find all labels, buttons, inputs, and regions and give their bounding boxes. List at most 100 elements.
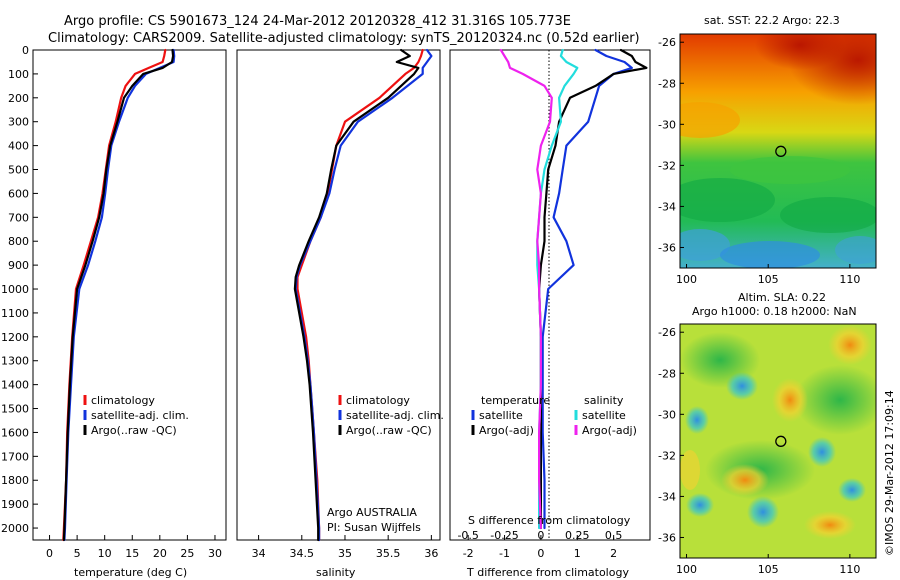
x-tick-label: 1 [574, 547, 581, 560]
x-tick-label: 5 [74, 547, 81, 560]
difference-axes-box [449, 49, 651, 541]
sla-map-image [680, 324, 876, 558]
legend-label: climatology [346, 394, 410, 407]
header-line-2: Climatology: CARS2009. Satellite-adjuste… [48, 31, 640, 46]
depth-tick-label: 2000 [1, 522, 29, 535]
top-x-tick-label: 0.5 [605, 529, 623, 542]
sst-map-image [680, 34, 876, 268]
depth-tick-label: 800 [8, 235, 29, 248]
series-line-argo-adj- [537, 48, 648, 530]
depth-tick-label: 200 [8, 92, 29, 105]
map-y-tick-label: -26 [658, 36, 676, 49]
depth-tick-label: 1200 [1, 331, 29, 344]
top-x-tick-label: 0 [537, 529, 544, 542]
sst-map-axes: 100 105 110 -26 -28 -30 -32 -34 -36 [658, 36, 860, 286]
legend-label: satellite-adj. clim. [346, 409, 444, 422]
salinity-xlabel: salinity [316, 566, 356, 579]
map-y-tick-label: -36 [658, 241, 676, 254]
temperature-xlabel: temperature (deg C) [74, 566, 187, 579]
top-x-tick-label: 0.25 [565, 529, 590, 542]
sla-argo-location-marker [775, 435, 787, 447]
map-y-tick-label: -36 [658, 531, 676, 544]
depth-tick-label: 1400 [1, 379, 29, 392]
depth-tick-label: 900 [8, 259, 29, 272]
sla-map-panel: Altim. SLA: 0.22 Argo h1000: 0.18 h2000:… [658, 291, 877, 576]
x-tick-label: 15 [125, 547, 139, 560]
map-y-tick-label: -32 [658, 449, 676, 462]
x-tick-label: 34 [252, 547, 266, 560]
depth-tick-label: 700 [8, 211, 29, 224]
map-y-tick-label: -26 [658, 326, 676, 339]
depth-tick-label: 0 [22, 44, 29, 57]
legend-label: Argo(..raw -QC) [91, 424, 177, 437]
sst-map-title: sat. SST: 22.2 Argo: 22.3 [704, 14, 840, 27]
series-line-satellite [541, 48, 633, 530]
x-tick-label: 20 [153, 547, 167, 560]
temperature-curves [62, 48, 176, 542]
map-x-tick-label: 110 [839, 273, 860, 286]
x-tick-label: 35.5 [376, 547, 401, 560]
top-x-tick-label: -0.25 [490, 529, 518, 542]
temperature-legend: climatology satellite-adj. clim. Argo(..ra… [83, 394, 189, 437]
salinity-legend: climatology satellite-adj. clim. Argo(..ra… [338, 394, 444, 437]
legend-group-title: temperature [481, 394, 550, 407]
depth-tick-label: 400 [8, 140, 29, 153]
temperature-axes-box [32, 49, 227, 541]
depth-tick-label: 1800 [1, 474, 29, 487]
legend-label: satellite [582, 409, 626, 422]
sst-map-frame [679, 33, 877, 269]
legend-label: Argo(-adj) [582, 424, 637, 437]
depth-tick-label: 1900 [1, 498, 29, 511]
difference-xlabel: T difference from climatology [466, 566, 629, 579]
depth-tick-label: 1100 [1, 307, 29, 320]
legend-label: Argo(-adj) [479, 424, 534, 437]
map-x-tick-label: 110 [839, 563, 860, 576]
x-tick-label: 2 [610, 547, 617, 560]
temperature-x-axis: 0 5 10 15 20 25 30 [46, 535, 222, 560]
series-line-argo-adj- [499, 48, 553, 530]
sla-map-frame [679, 323, 877, 559]
difference-x-axis: -2 -1 0 1 2 -0.5 -0.25 0 0.25 0.5 [457, 529, 622, 560]
difference-legend: temperature satellite Argo(-adj) salinity sa… [471, 394, 637, 437]
argo-program-label: Argo AUSTRALIA [327, 506, 417, 519]
depth-tick-label: 1500 [1, 403, 29, 416]
x-tick-label: 25 [180, 547, 194, 560]
x-tick-label: 34.5 [290, 547, 315, 560]
salinity-axes-box [236, 49, 441, 541]
series-line-satellite-adj-clim- [63, 48, 176, 542]
map-y-tick-label: -28 [658, 77, 676, 90]
legend-label: satellite-adj. clim. [91, 409, 189, 422]
map-y-tick-label: -30 [658, 118, 676, 131]
map-y-tick-label: -34 [658, 200, 676, 213]
map-x-tick-label: 100 [676, 563, 697, 576]
legend-label: climatology [91, 394, 155, 407]
legend-label: Argo(..raw -QC) [346, 424, 432, 437]
difference-curves [499, 48, 648, 530]
depth-tick-label: 1300 [1, 355, 29, 368]
map-y-tick-label: -32 [658, 159, 676, 172]
sst-argo-location-marker [775, 145, 787, 157]
salinity-curves [293, 48, 433, 542]
series-line-argo-raw-qc- [293, 48, 420, 542]
depth-tick-label: 1600 [1, 426, 29, 439]
top-x-tick-label: -0.5 [457, 529, 478, 542]
salinity-x-axis: 34 34.5 35 35.5 36 [252, 535, 438, 560]
salinity-panel: 34 34.5 35 35.5 36 salinity climatology satel… [236, 48, 444, 579]
header-line-1: Argo profile: CS 5901673_124 24-Mar-2012… [64, 14, 571, 29]
map-y-tick-label: -28 [658, 367, 676, 380]
x-tick-label: 30 [208, 547, 222, 560]
sla-map-subtitle: Argo h1000: 0.18 h2000: NaN [692, 305, 857, 318]
legend-group-title: salinity [584, 394, 624, 407]
difference-top-xlabel: S difference from climatology [468, 514, 631, 527]
map-y-tick-label: -34 [658, 490, 676, 503]
argo-pi-label: PI: Susan Wijffels [327, 521, 421, 534]
map-y-tick-label: -30 [658, 408, 676, 421]
map-x-tick-label: 100 [676, 273, 697, 286]
series-line-argo-raw-qc- [62, 48, 175, 542]
depth-tick-label: 1700 [1, 450, 29, 463]
x-tick-label: 0 [46, 547, 53, 560]
depth-tick-label: 1000 [1, 283, 29, 296]
temperature-panel: 0100200300400500600700800900100011001200… [1, 44, 227, 579]
x-tick-label: 36 [424, 547, 438, 560]
